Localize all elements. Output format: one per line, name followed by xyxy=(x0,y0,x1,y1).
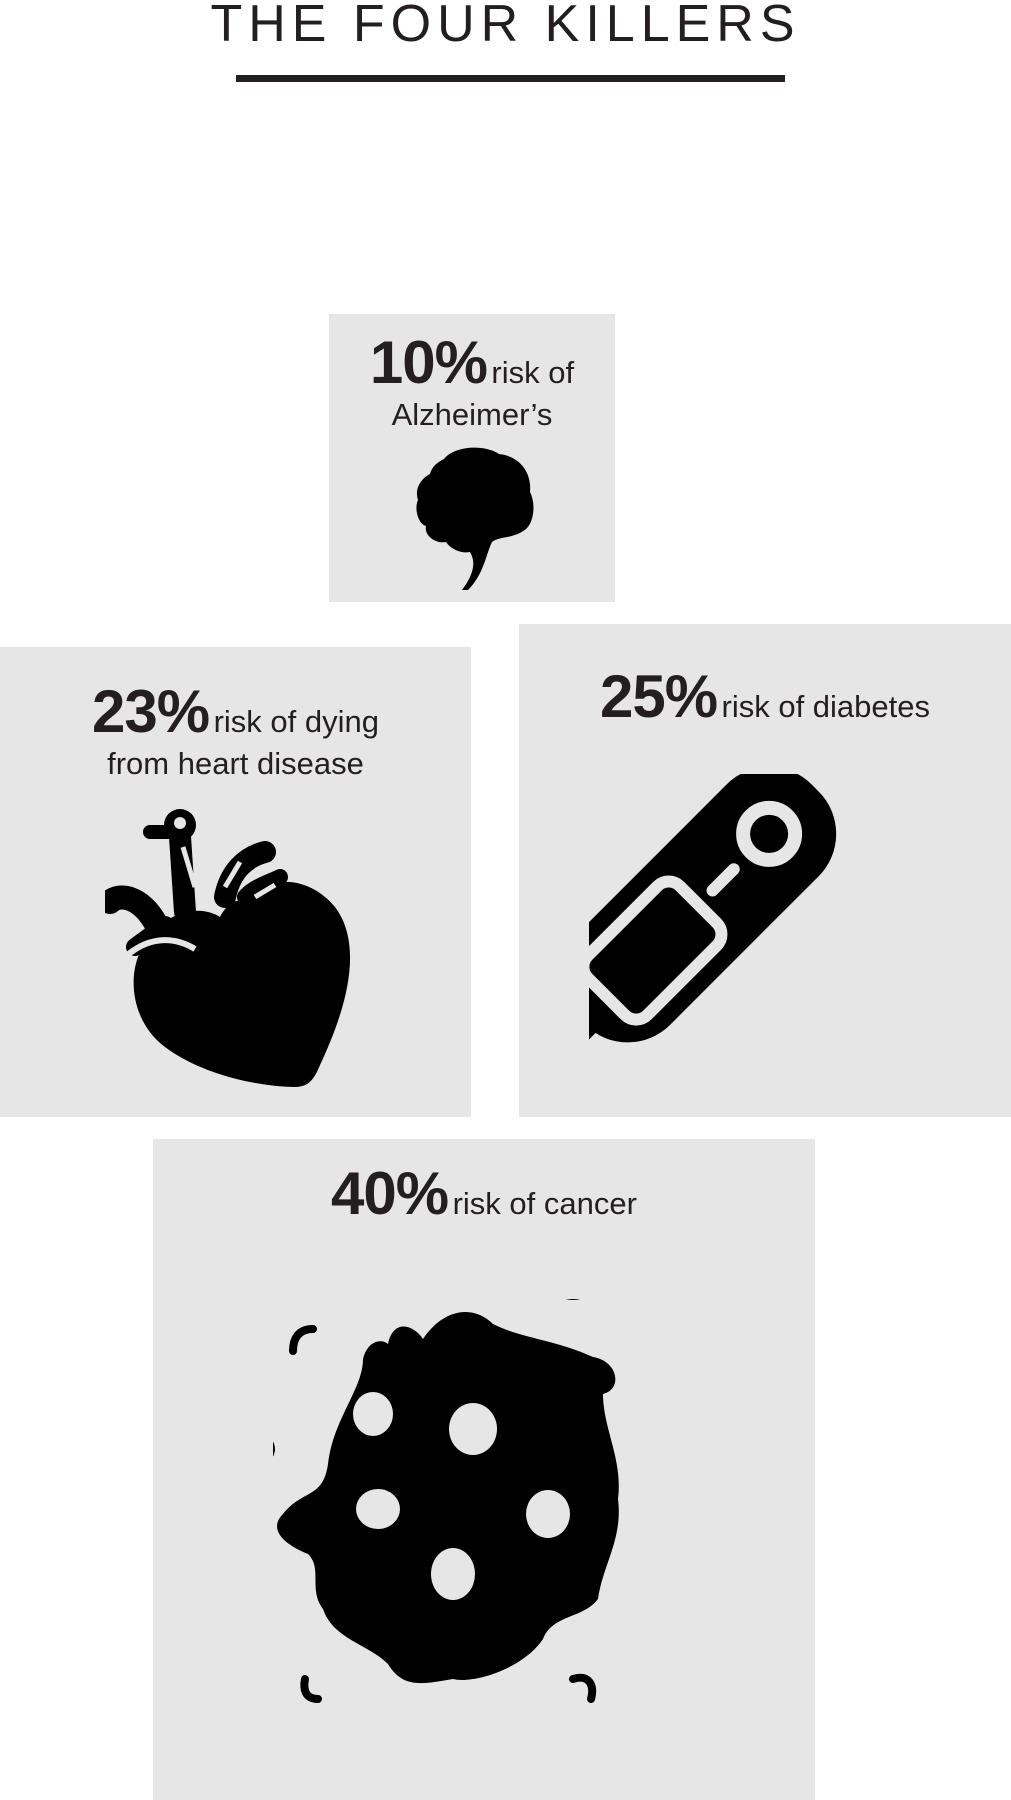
heart-organ-icon xyxy=(105,809,351,1087)
card-caption: 25% risk of diabetes xyxy=(519,662,1011,731)
card-caption: 40% risk of cancer xyxy=(153,1159,815,1228)
card-caption: 10% risk of Alzheimer’s xyxy=(329,328,615,433)
caption-line: Alzheimer’s xyxy=(391,397,553,432)
percent-value: 40% xyxy=(331,1160,449,1227)
card-heart-disease: 23% risk of dying from heart disease xyxy=(0,647,471,1117)
card-diabetes: 25% risk of diabetes xyxy=(519,624,1011,1117)
card-alzheimers: 10% risk of Alzheimer’s xyxy=(329,314,615,602)
page-title: THE FOUR KILLERS xyxy=(210,0,801,53)
caption-line: risk of cancer xyxy=(452,1186,637,1221)
glucose-meter-icon xyxy=(589,774,837,1093)
percent-value: 10% xyxy=(369,329,488,396)
caption-line: risk of dying xyxy=(213,704,379,739)
card-cancer: 40% risk of cancer xyxy=(153,1139,815,1800)
caption-line: risk of diabetes xyxy=(721,689,931,724)
caption-line: from heart disease xyxy=(107,746,364,781)
title-underline xyxy=(236,75,785,82)
brain-icon xyxy=(416,447,534,590)
percent-value: 23% xyxy=(92,678,210,745)
percent-value: 25% xyxy=(599,663,718,730)
caption-line: risk of xyxy=(491,355,575,390)
card-caption: 23% risk of dying from heart disease xyxy=(0,677,471,782)
cancer-cell-icon xyxy=(273,1299,619,1703)
